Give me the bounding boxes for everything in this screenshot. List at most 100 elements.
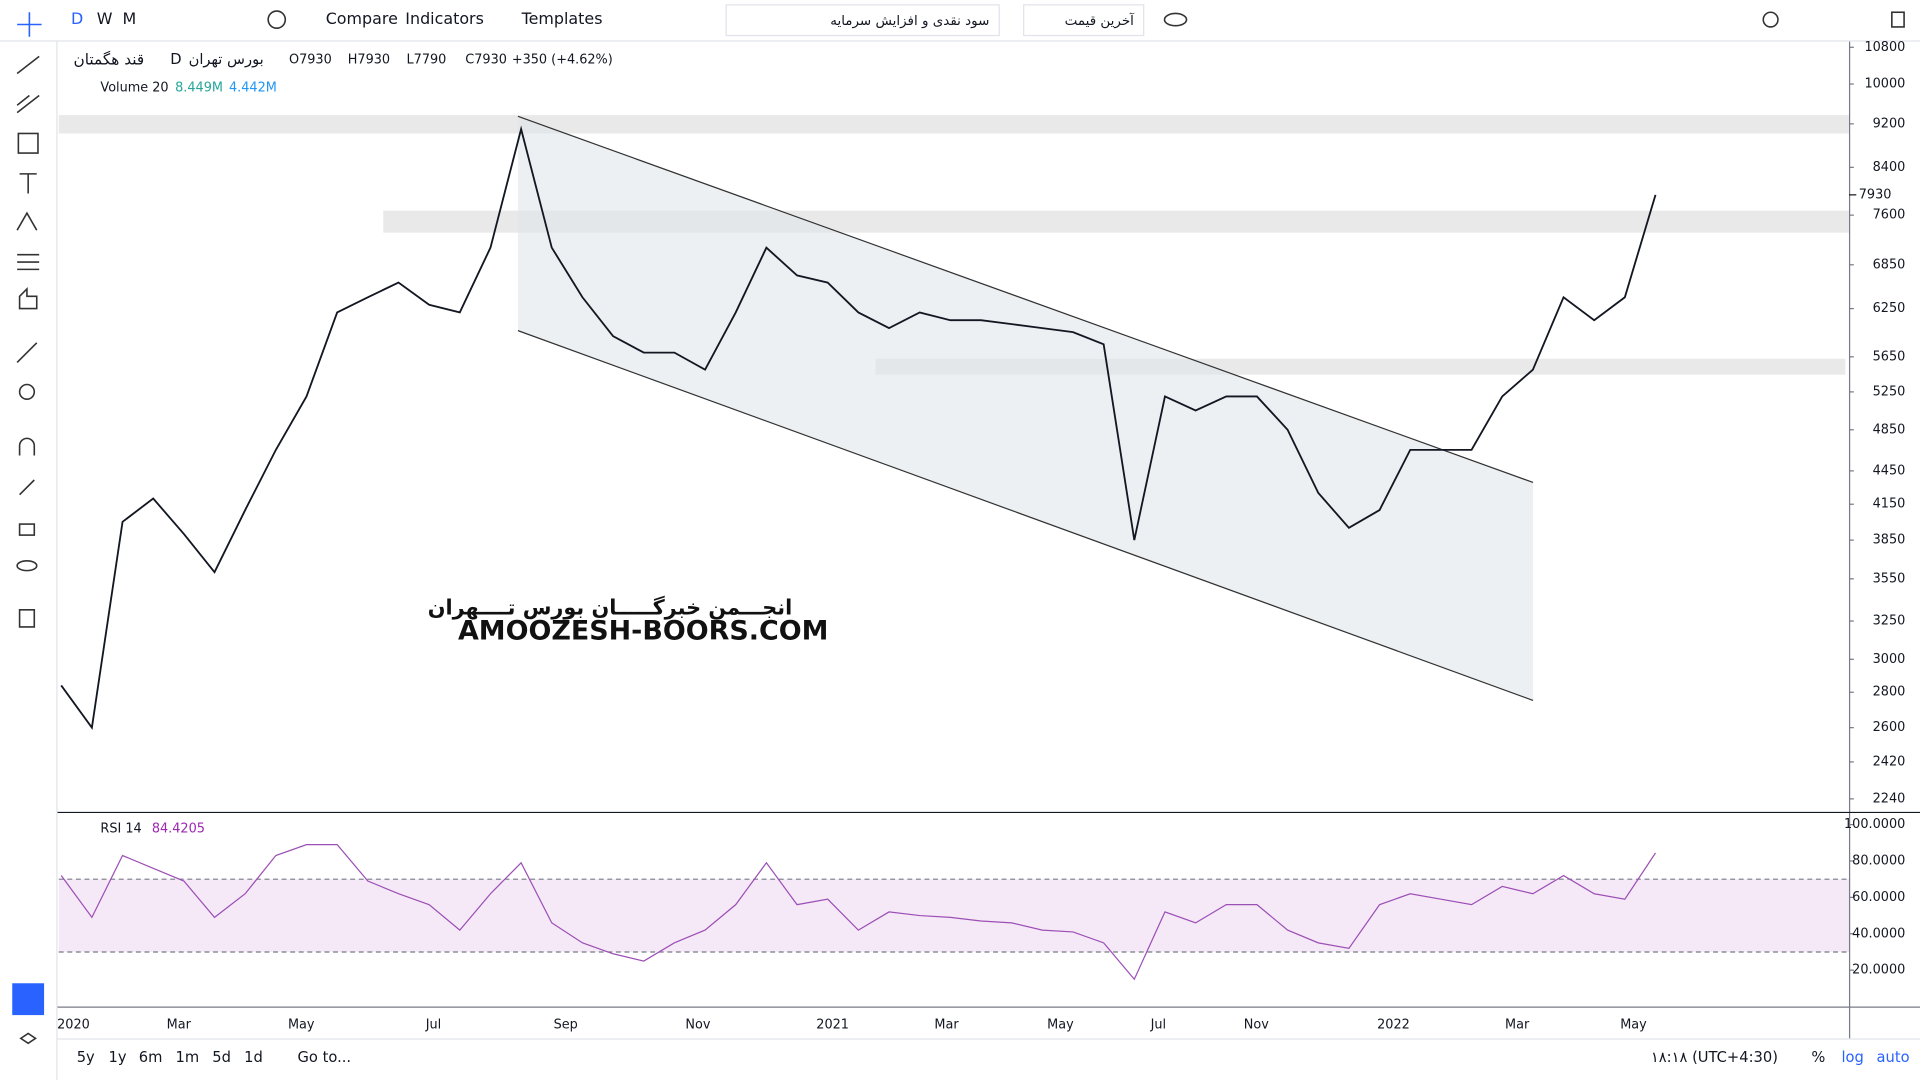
log-toggle[interactable]: log <box>1841 1049 1863 1066</box>
y-tick-label: 3000 <box>1873 652 1906 667</box>
time-label: May <box>1620 1017 1647 1032</box>
y-tick-label: 4450 <box>1873 463 1906 478</box>
time-label: Nov <box>1244 1017 1269 1032</box>
y-tick-label: 2800 <box>1873 685 1906 700</box>
magnet-tool[interactable] <box>18 437 36 456</box>
interval-button[interactable]: W <box>97 9 113 28</box>
volume-legend-title: Volume 20 <box>100 81 168 96</box>
y-tick-label: 2600 <box>1873 720 1906 735</box>
range-button[interactable]: 5y <box>77 1049 95 1066</box>
crosshair-tool[interactable] <box>17 12 42 37</box>
time-label: Jul <box>1150 1017 1167 1032</box>
y-tick-label: 3250 <box>1873 614 1906 629</box>
time-label: Mar <box>1505 1017 1530 1032</box>
compare-button[interactable]: Compare <box>326 9 398 28</box>
time-label: Sep <box>554 1017 578 1032</box>
y-tick-label: 5650 <box>1873 349 1906 364</box>
y-tick-label: 20.0000 <box>1852 963 1905 978</box>
favorites[interactable] <box>12 983 45 1016</box>
ohlc-value: O7930 <box>289 53 332 68</box>
bottom-toolbar: Go to... ۱۸:۱۸ (UTC+4:30) % log auto <box>298 1049 1910 1066</box>
pattern-tool[interactable] <box>16 211 38 231</box>
rsi-band <box>58 879 1849 952</box>
compare-icon <box>267 10 287 29</box>
zoom-tool[interactable] <box>18 383 36 400</box>
y-tick-label: 80.0000 <box>1852 853 1905 868</box>
fib-tool[interactable] <box>16 94 40 114</box>
delete-tool[interactable] <box>18 609 36 628</box>
time-label: Nov <box>685 1017 710 1032</box>
goto-button[interactable]: Go to... <box>298 1049 352 1066</box>
time-label: May <box>288 1017 315 1032</box>
drawings: انجـــمن خبرگـــــان بورس تــــهران AMOO… <box>58 115 1849 701</box>
shape-tool[interactable] <box>17 132 39 154</box>
price-type[interactable] <box>1023 4 1145 37</box>
exchange-name: بورس تهران <box>189 51 264 68</box>
y-tick-label: 3850 <box>1873 533 1906 548</box>
time-label: 2020 <box>57 1017 90 1032</box>
object-tree[interactable] <box>19 1032 37 1045</box>
range-button[interactable]: 1y <box>109 1049 127 1066</box>
time-label: Mar <box>934 1017 959 1032</box>
ohlc-value: +350 (+4.62%) <box>512 53 613 68</box>
rsi-legend-value: 84.4205 <box>152 821 205 836</box>
icon-tool[interactable] <box>18 287 38 310</box>
volume-ma-value: 4.442M <box>229 81 277 96</box>
prediction-tool[interactable] <box>17 253 40 271</box>
y-tick-label: 8400 <box>1873 160 1906 175</box>
settings-icon[interactable] <box>1762 11 1779 28</box>
trash-icon[interactable] <box>1891 11 1905 28</box>
trendline-tool[interactable] <box>16 55 40 75</box>
time-label: 2021 <box>816 1017 849 1032</box>
channel-line <box>517 115 1534 484</box>
text-tool[interactable] <box>19 173 37 194</box>
last-price-label: 7930 <box>1859 187 1892 202</box>
measure-tool[interactable] <box>16 342 38 364</box>
y-tick-label: 2240 <box>1873 791 1906 806</box>
indicators-button[interactable]: Indicators <box>405 9 484 28</box>
percent-toggle[interactable]: % <box>1811 1049 1825 1066</box>
interval-button[interactable]: D <box>71 9 83 28</box>
auto-toggle[interactable]: auto <box>1877 1049 1910 1066</box>
symbol-search-text: سود نقدی و افزایش سرمایه <box>830 14 989 29</box>
clock: ۱۸:۱۸ (UTC+4:30) <box>1651 1049 1778 1066</box>
y-tick-label: 4150 <box>1873 497 1906 512</box>
zone <box>58 115 1849 134</box>
symbol-search[interactable] <box>725 4 1000 37</box>
interval-button[interactable]: M <box>122 9 136 28</box>
ohlc-value: C7930 <box>465 53 507 68</box>
watermark-fa: انجـــمن خبرگـــــان بورس تــــهران <box>428 596 793 620</box>
time-label: May <box>1047 1017 1074 1032</box>
volume-legend-value: 8.449M <box>175 81 223 96</box>
y-tick-label: 100.0000 <box>1844 817 1905 832</box>
range-button[interactable]: 1m <box>176 1049 200 1066</box>
channel-line <box>517 330 1534 701</box>
price-type-text: آخرین قیمت <box>1065 12 1135 29</box>
time-label: Jul <box>425 1017 442 1032</box>
watermark-en: AMOOZESH-BOORS.COM <box>458 615 828 646</box>
hide-tool[interactable] <box>16 560 38 572</box>
y-tick-label: 4850 <box>1873 422 1906 437</box>
ohlc-value: L7790 <box>407 53 447 68</box>
time-label: Mar <box>167 1017 192 1032</box>
symbol-name: قند هگمتان <box>73 50 144 68</box>
lock-tool[interactable] <box>18 523 36 536</box>
rsi-line <box>60 844 1657 981</box>
range-button[interactable]: 5d <box>212 1049 231 1066</box>
stay-drawing-tool[interactable] <box>19 479 35 496</box>
templates-button[interactable]: Templates <box>521 9 603 28</box>
range-button[interactable]: 6m <box>139 1049 163 1066</box>
y-tick-label: 60.0000 <box>1852 890 1905 905</box>
top-toolbar: Compare Indicators Templates سود نقدی و … <box>267 4 1905 37</box>
visibility-icon[interactable] <box>1163 12 1188 27</box>
range-button[interactable]: 1d <box>244 1049 263 1066</box>
legend-interval: D <box>170 51 181 68</box>
drawing-toolbar <box>12 12 45 1045</box>
ohlc-value: H7930 <box>348 53 390 68</box>
y-tick-label: 6850 <box>1873 257 1906 272</box>
y-tick-label: 2420 <box>1873 754 1906 769</box>
y-tick-label: 7600 <box>1873 208 1906 223</box>
y-tick-label: 6250 <box>1873 301 1906 316</box>
y-tick-label: 3550 <box>1873 571 1906 586</box>
